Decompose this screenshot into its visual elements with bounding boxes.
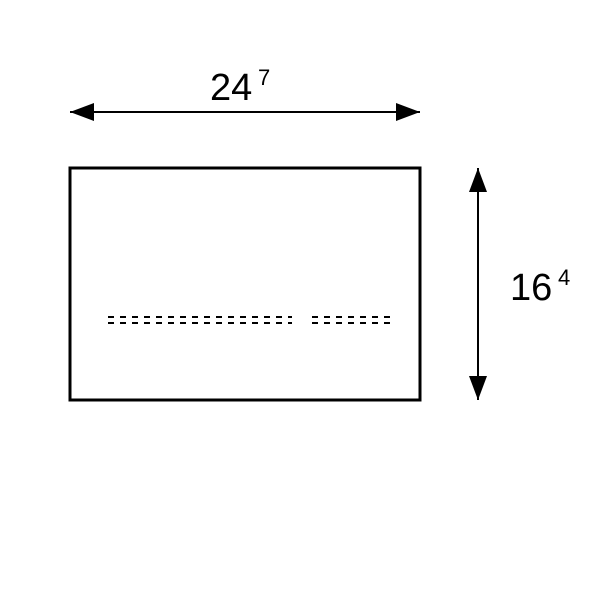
dimension-width: 24 7 <box>70 65 420 121</box>
dimension-height-value: 16 <box>510 267 552 309</box>
dimension-height-sup: 4 <box>558 265 570 290</box>
panel-outline <box>70 168 420 400</box>
dimension-width-sup: 7 <box>258 65 270 90</box>
dimension-drawing: 24 7 16 4 <box>0 0 600 600</box>
slot-outlines <box>108 317 390 323</box>
dimension-height: 16 4 <box>469 168 570 400</box>
dimension-width-value: 24 <box>210 67 252 109</box>
